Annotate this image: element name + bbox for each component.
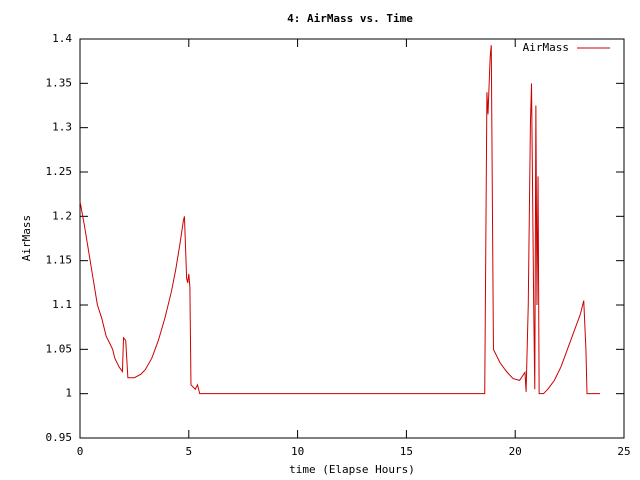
y-tick-label: 1.25 — [46, 165, 73, 178]
y-tick-label: 1.1 — [52, 298, 72, 311]
y-tick-label: 1.35 — [46, 76, 73, 89]
y-tick-label: 1.4 — [52, 32, 72, 45]
y-tick-label: 1.15 — [46, 254, 73, 267]
legend-label: AirMass — [523, 41, 569, 54]
y-tick-label: 0.95 — [46, 431, 73, 444]
x-tick-label: 10 — [291, 445, 304, 458]
plot-border — [79, 38, 625, 439]
x-tick-label: 20 — [509, 445, 522, 458]
y-axis-label: AirMass — [20, 215, 33, 261]
data-line — [79, 45, 601, 395]
chart-title: 4: AirMass vs. Time — [287, 12, 413, 25]
y-tick-label: 1.2 — [52, 209, 72, 222]
x-axis-label: time (Elapse Hours) — [289, 463, 415, 476]
y-tick-label: 1.3 — [52, 121, 72, 134]
y-tick-label: 1.05 — [46, 342, 73, 355]
x-tick-label: 25 — [617, 445, 630, 458]
y-tick-label: 1 — [65, 387, 72, 400]
x-tick-label: 0 — [77, 445, 84, 458]
x-tick-label: 15 — [400, 445, 413, 458]
x-tick-label: 5 — [185, 445, 192, 458]
